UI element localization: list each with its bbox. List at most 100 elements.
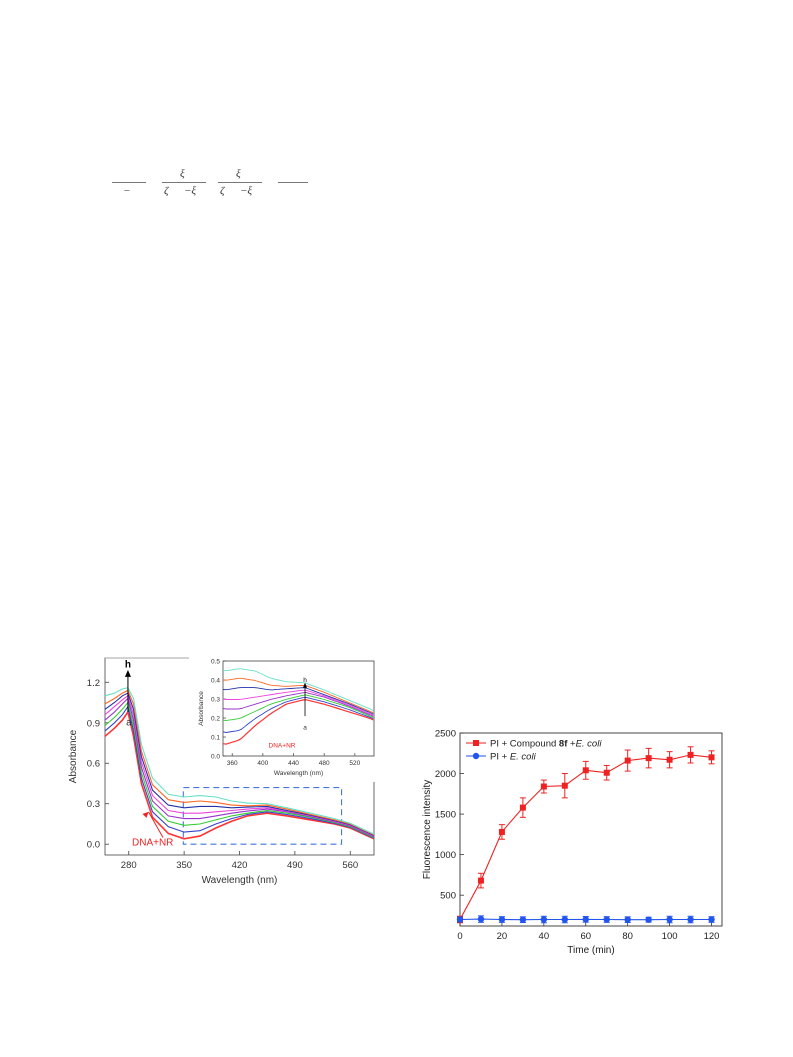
data-point: [603, 769, 610, 776]
y-tick-label: 0.3: [87, 799, 100, 810]
inset-spectrum-line: [222, 694, 374, 722]
x-axis-label: Wavelength (nm): [202, 875, 278, 886]
plot-frame: [459, 732, 723, 927]
x-tick-label: 420: [232, 860, 248, 871]
data-point: [540, 783, 547, 790]
legend-label: PI + E. coli: [490, 752, 537, 763]
x-tick-label: 60: [580, 931, 591, 942]
data-point: [561, 916, 568, 923]
x-tick-label: 120: [704, 931, 720, 942]
x-axis-label: Time (min): [567, 945, 614, 956]
dna-nr-label: DNA+NR: [132, 838, 173, 849]
data-point: [666, 916, 673, 923]
x-tick-label: 20: [497, 931, 508, 942]
equation-symbol: ξ: [236, 168, 241, 180]
data-point: [603, 916, 610, 923]
data-point: [477, 915, 485, 923]
data-point: [498, 916, 506, 923]
inset-y-tick-label: 0.4: [211, 678, 220, 685]
data-point: [624, 916, 631, 923]
inset-x-tick-label: 400: [257, 760, 268, 767]
spectrum-line: [104, 689, 375, 836]
inset-spectrum-line: [222, 699, 374, 745]
increase-arrow-head: [124, 669, 131, 677]
y-tick-label: 1500: [435, 810, 456, 821]
arrow-top-label: h: [125, 659, 131, 670]
inset-x-tick-label: 360: [227, 760, 238, 767]
data-point: [645, 755, 652, 762]
x-tick-label: 280: [121, 860, 137, 871]
fraction-bar: [162, 182, 206, 183]
inset-x-tick-label: 480: [319, 760, 330, 767]
data-point: [687, 916, 694, 923]
zoom-region-box: [182, 786, 343, 845]
x-tick-label: 0: [457, 931, 462, 942]
y-tick-label: 2500: [435, 729, 456, 740]
y-tick-label: 0.0: [87, 840, 100, 851]
inset-y-tick-label: 0.1: [211, 735, 220, 742]
inset-arrow-head: [303, 682, 308, 688]
data-point: [708, 916, 715, 923]
data-point: [582, 916, 589, 923]
inset-arrow-top-label: h: [303, 677, 307, 684]
x-tick-label: 40: [539, 931, 550, 942]
data-point: [477, 877, 484, 884]
data-point: [456, 916, 464, 923]
data-point: [708, 754, 715, 761]
inset-y-tick-label: 0.3: [211, 697, 220, 704]
y-tick-label: 1000: [435, 850, 456, 861]
inset-y-tick-label: 0.2: [211, 716, 220, 723]
inset-y-tick-label: 0.0: [211, 754, 220, 761]
inset-x-axis-label: Wavelength (nm): [274, 770, 323, 777]
equation-symbol: ζ: [164, 185, 169, 197]
inset-spectrum-line: [222, 692, 374, 717]
spectrum-line: [104, 697, 375, 838]
y-tick-label: 0.9: [87, 718, 100, 729]
data-point: [498, 828, 505, 835]
data-point: [666, 756, 673, 763]
data-point: [624, 757, 631, 764]
x-tick-label: 490: [287, 860, 303, 871]
inset-x-tick-label: 440: [288, 760, 299, 767]
equation-symbol: −ξ: [240, 185, 253, 197]
equation-symbol: ζ: [220, 185, 225, 197]
inset-dna-nr-label: DNA+NR: [269, 742, 296, 749]
spectrum-line: [104, 710, 375, 840]
data-point: [540, 916, 548, 923]
x-tick-label: 560: [342, 860, 358, 871]
fluorescence-figure: 0 20 40 60 80 100 120 500 1000 1500 2000 2500 Time (…: [420, 720, 730, 970]
spectrum-line: [104, 705, 375, 839]
inset-arrow-bottom-label: a: [303, 724, 307, 731]
inset-spectrum-line: [222, 689, 374, 716]
y-axis-label: Fluorescence intensity: [422, 780, 433, 880]
legend-marker: [473, 740, 479, 746]
data-point: [519, 804, 526, 811]
y-tick-label: 0.6: [87, 759, 100, 770]
fraction-bar: [218, 182, 262, 183]
absorption-chart: 280 350 420 490 560 0.0 0.3 0.6 0.9 1.2 Wavelength…: [68, 657, 376, 886]
data-point: [561, 782, 568, 789]
y-tick-label: 500: [440, 891, 456, 902]
y-tick-label: 2000: [435, 769, 456, 780]
absorption-figure: 280 350 420 490 560 0.0 0.3 0.6 0.9 1.2 Wavelength…: [60, 650, 390, 890]
equation-symbol: −ξ: [184, 185, 197, 197]
fraction-bar: [278, 182, 308, 183]
x-tick-label: 350: [176, 860, 192, 871]
arrow-bottom-label: a: [126, 717, 132, 728]
spectrum-line: [104, 701, 375, 839]
fluorescence-chart: 0 20 40 60 80 100 120 500 1000 1500 2000 2500 Time (…: [422, 729, 723, 956]
x-tick-label: 80: [622, 931, 633, 942]
data-point: [645, 916, 652, 923]
data-point: [687, 751, 694, 758]
inset-y-tick-label: 0.5: [211, 659, 220, 666]
legend-label: PI + Compound 8f +E. coli: [490, 739, 602, 750]
y-axis-label: Absorbance: [68, 729, 79, 783]
inset-spectrum-line: [222, 687, 374, 715]
equation-symbol: ξ: [180, 168, 185, 180]
inset-y-axis-label: Absorbance: [198, 691, 205, 726]
data-point: [582, 767, 589, 774]
spectrum-line: [104, 687, 375, 835]
dna-nr-pointer: [148, 811, 164, 838]
inset-spectrum-line: [222, 677, 374, 714]
legend-marker: [472, 752, 480, 760]
